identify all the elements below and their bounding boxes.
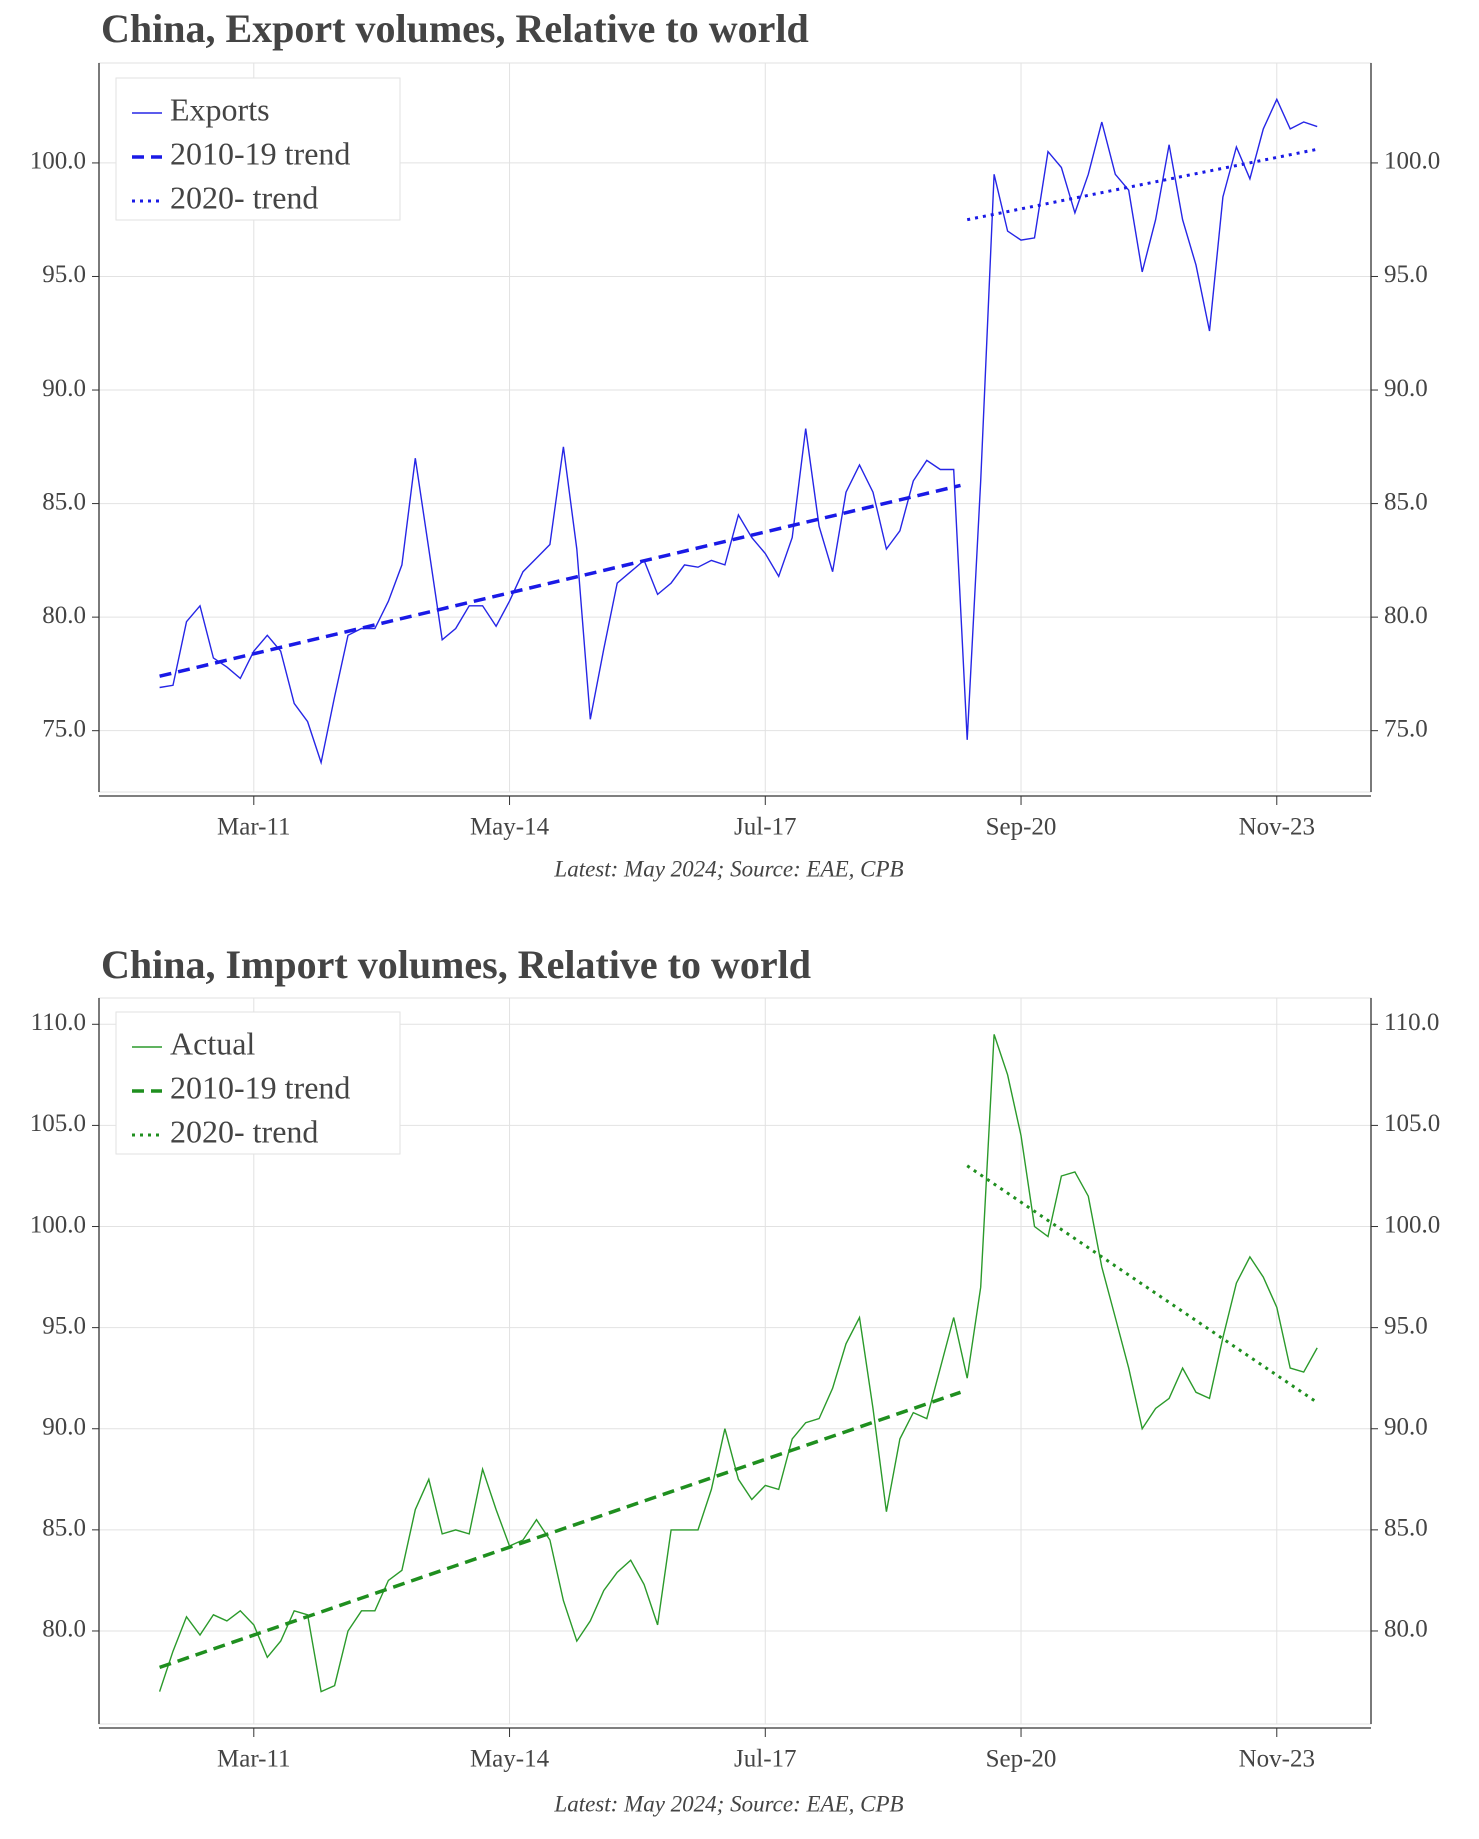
x-tick-label: May-14 [470,814,550,841]
legend-label: 2010-19 trend [170,135,350,171]
legend-label: Actual [170,1025,255,1061]
y-tick-label: 85.0 [42,1515,86,1542]
y2-tick-label: 105.0 [1384,1110,1440,1137]
source-note: Latest: May 2024; Source: EAE, CPB [553,1791,903,1816]
y2-tick-label: 95.0 [1384,261,1428,288]
y-tick-label: 75.0 [42,715,86,742]
y2-tick-label: 85.0 [1384,1515,1428,1542]
x-tick-label: May-14 [470,1746,550,1773]
x-tick-label: Sep-20 [986,814,1057,841]
y2-tick-label: 80.0 [1384,1616,1428,1643]
y-tick-label: 85.0 [42,488,86,515]
chart-panel: China, Export volumes, Relative to world… [30,6,1441,881]
x-tick-label: Jul-17 [734,1746,797,1773]
y-tick-label: 90.0 [42,375,86,402]
y-tick-label: 90.0 [42,1413,86,1440]
source-note: Latest: May 2024; Source: EAE, CPB [553,856,903,881]
data-line [966,147,1318,222]
y2-tick-label: 95.0 [1384,1312,1428,1339]
x-tick-label: Mar-11 [217,1746,291,1773]
data-line [159,483,961,678]
x-tick-label: Mar-11 [217,814,291,841]
y2-tick-label: 85.0 [1384,488,1428,515]
chart-title: China, Import volumes, Relative to world [101,942,811,987]
y-tick-label: 95.0 [42,1312,86,1339]
y-tick-label: 105.0 [30,1110,86,1137]
y-tick-label: 110.0 [31,1009,86,1036]
y-tick-label: 100.0 [30,148,86,175]
legend-box [115,77,401,221]
y-tick-label: 95.0 [42,261,86,288]
x-tick-label: Jul-17 [734,814,797,841]
y-tick-label: 100.0 [30,1211,86,1238]
legend-label: 2020- trend [170,179,318,215]
y2-tick-label: 90.0 [1384,1413,1428,1440]
y2-tick-label: 90.0 [1384,375,1428,402]
y2-tick-label: 100.0 [1384,148,1440,175]
legend-label: 2020- trend [170,1113,318,1149]
y2-tick-label: 110.0 [1384,1009,1439,1036]
y2-tick-label: 75.0 [1384,715,1428,742]
data-line [159,97,1318,766]
x-tick-label: Nov-23 [1239,1746,1315,1773]
y2-tick-label: 80.0 [1384,602,1428,629]
y2-tick-label: 100.0 [1384,1211,1440,1238]
chart-title: China, Export volumes, Relative to world [101,6,809,51]
data-line [158,1034,1318,1693]
x-tick-label: Sep-20 [986,1746,1057,1773]
chart-panel: China, Import volumes, Relative to world… [30,942,1441,1816]
data-line [966,1164,1319,1404]
legend-label: 2010-19 trend [170,1069,350,1105]
x-tick-label: Nov-23 [1239,814,1315,841]
data-line [159,1390,962,1670]
y-tick-label: 80.0 [42,602,86,629]
legend-label: Exports [170,91,270,127]
y-tick-label: 80.0 [42,1616,86,1643]
legend-box [115,1011,401,1155]
